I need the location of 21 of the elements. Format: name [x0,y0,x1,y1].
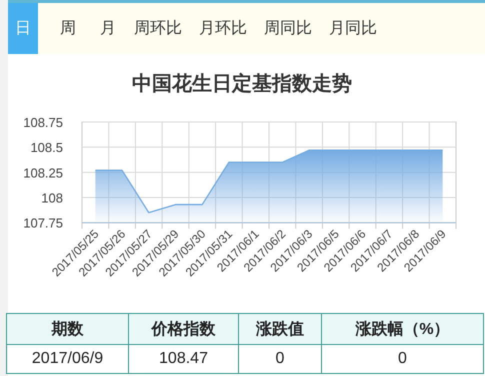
text: 月 [99,19,117,39]
text: 周同比 [263,18,313,39]
text: 涨跌幅（%） [322,314,484,344]
y-tick-label: 108.25 [23,165,63,180]
text: 周环比 [133,18,183,39]
y-tick-label: 107.75 [23,216,63,231]
text: 价格指数 [128,314,238,344]
text: 0 [238,344,322,374]
text: 期数 [6,314,128,344]
y-tick-label: 108 [41,190,63,206]
text: 周 [59,19,77,39]
text: 日 [8,3,38,54]
text: 0 [322,344,484,374]
text: 涨跌值 [238,314,322,344]
y-tick-label: 108.75 [23,115,63,130]
chart-title: 中国花生日定基指数走势 [132,72,352,95]
y-tick-label: 108.5 [30,140,63,156]
text: 月环比 [198,18,248,39]
text: 108.47 [128,344,238,374]
text: 月同比 [328,18,378,39]
text: 2017/06/9 [6,344,128,374]
